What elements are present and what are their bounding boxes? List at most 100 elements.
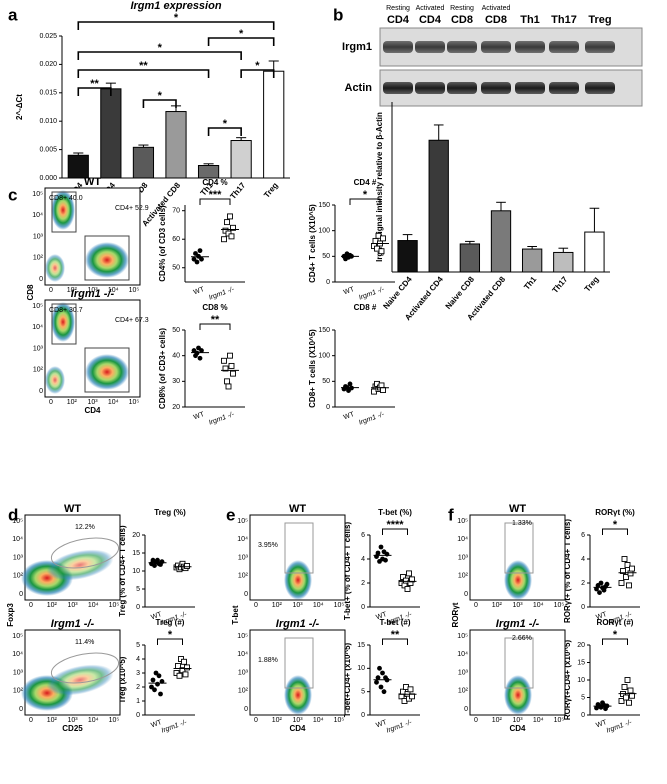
x-tick-label: WT (193, 286, 206, 297)
flow-y-tick: 10² (33, 255, 44, 262)
x-tick-label: WT (343, 286, 356, 297)
blot-band (515, 82, 545, 94)
data-point (623, 574, 629, 580)
significance-bracket (157, 638, 183, 645)
y-tick-label: 6 (581, 532, 585, 539)
data-point (618, 580, 625, 586)
flow-y-tick: 10³ (458, 669, 469, 676)
flow-x-tick: 10³ (67, 717, 78, 724)
x-tick-label: Th17 (551, 274, 570, 295)
flow-x-tick: 10⁴ (533, 717, 544, 724)
y-tick-label: 100 (318, 353, 330, 360)
y-axis-label: T-bet+CD4+ (x10^5) (343, 642, 352, 717)
data-point (374, 679, 379, 685)
data-point (152, 687, 157, 693)
blot-condition: Resting (386, 5, 410, 12)
x-tick-label: WT (193, 411, 206, 422)
data-point (598, 580, 604, 586)
data-point (225, 383, 232, 390)
data-point (409, 576, 415, 583)
y-tick-label: 5 (581, 694, 585, 701)
flow-y-label: RORγt (451, 602, 460, 627)
y-tick-label: 10 (357, 665, 365, 672)
y-tick-label: 150 (318, 202, 330, 209)
flow-y-tick: 10⁵ (32, 303, 43, 310)
significance-label: * (158, 90, 163, 102)
bar (165, 111, 187, 179)
y-tick-label: 50 (172, 327, 180, 334)
y-tick-label: 0.010 (39, 118, 57, 125)
gate-label: 1.33% (512, 520, 532, 527)
cell-cluster (46, 549, 114, 581)
data-point (221, 357, 227, 364)
flow-y-tick: 10⁴ (12, 651, 23, 658)
data-point (158, 691, 163, 697)
flow-title: Irgm1 -/- (276, 618, 320, 630)
data-point (191, 256, 197, 262)
flow-y-tick: 10⁴ (32, 212, 43, 219)
flow-title: WT (84, 176, 101, 188)
flow-y-tick: 10² (238, 573, 249, 580)
flow-y-tick: 10⁴ (12, 536, 23, 543)
data-point (224, 378, 230, 385)
y-tick-label: 20 (132, 532, 140, 539)
gate (50, 652, 120, 684)
blot-band (481, 41, 511, 53)
significance-label: *** (209, 189, 223, 201)
data-point (380, 235, 386, 242)
data-point (227, 213, 233, 220)
bar (459, 243, 481, 273)
y-tick-label: 4 (581, 556, 585, 563)
significance-bracket (77, 51, 242, 60)
flow-y-tick: 10³ (458, 554, 469, 561)
chart-title: RORγt (%) (595, 508, 635, 517)
significance-label: **** (386, 519, 404, 531)
cell-cluster (51, 302, 75, 342)
data-point (627, 570, 634, 577)
panel-label: c (8, 185, 17, 204)
x-tick-label: Treg (583, 275, 601, 294)
y-tick-label: 0.000 (39, 175, 57, 182)
flow-y-tick: 10⁵ (237, 518, 248, 525)
significance-label: ** (211, 314, 220, 326)
flow-x-tick: 10³ (292, 602, 303, 609)
data-point (230, 370, 236, 377)
data-point (378, 248, 385, 255)
y-tick-label: 0 (326, 279, 330, 286)
y-axis-label: Treg (% of CD4+ T cells) (118, 525, 127, 617)
flow-y-tick: 10⁵ (12, 633, 23, 640)
y-tick-label: 100 (318, 228, 330, 235)
gate-label: CD4+ 52.9 (115, 205, 149, 212)
data-point (155, 557, 160, 563)
gate-label: 11.4% (75, 639, 94, 646)
flow-x-tick: 0 (254, 602, 258, 609)
data-point (604, 581, 610, 587)
blot-cell: Th17 (551, 14, 577, 26)
gate-label: CD8+ 30.7 (49, 307, 83, 314)
gate-label: 1.88% (258, 657, 278, 664)
significance-label: * (239, 28, 244, 40)
flow-title: Irgm1 -/- (496, 618, 540, 630)
flow-x-tick: 10⁴ (533, 602, 544, 609)
data-point (377, 665, 382, 671)
chart-title: CD8 % (202, 303, 227, 312)
flow-x-tick: 10³ (512, 602, 523, 609)
gate (504, 522, 534, 574)
blot-band (415, 82, 445, 94)
flow-title: WT (64, 503, 81, 515)
y-tick-label: 0 (581, 712, 585, 719)
bar (230, 140, 252, 179)
data-point (199, 348, 204, 353)
x-tick-label: Irgm1 -/- (606, 719, 634, 735)
flow-y-tick: 0 (19, 706, 23, 713)
gate (50, 537, 120, 569)
y-tick-label: 4 (361, 556, 365, 563)
flow-x-tick: 10² (272, 602, 283, 609)
gate-label: CD4+ 67.3 (115, 317, 149, 324)
flow-x-tick: 10³ (292, 717, 303, 724)
y-axis-label: Irgm1 signal intinsity relative to β-Act… (375, 112, 384, 262)
data-point (228, 362, 235, 369)
y-axis-label: RORγt+ (% of CD4+ T cells) (563, 519, 572, 623)
flow-y-tick: 10⁵ (457, 633, 468, 640)
bar (428, 139, 449, 273)
